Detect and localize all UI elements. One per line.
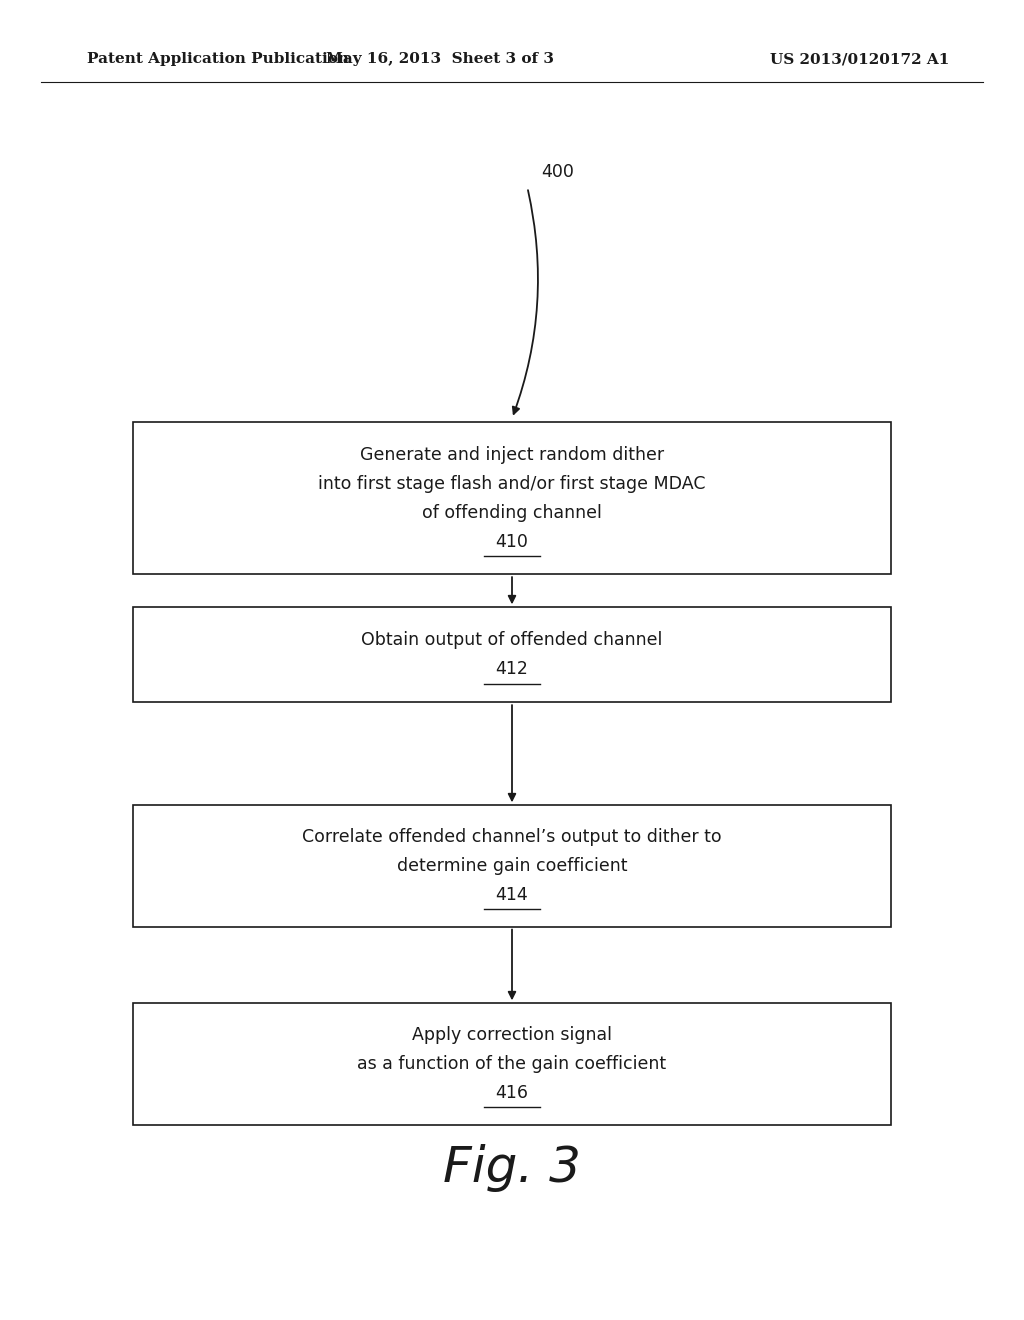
Text: 412: 412: [496, 660, 528, 678]
Text: Generate and inject random dither: Generate and inject random dither: [360, 446, 664, 463]
Text: May 16, 2013  Sheet 3 of 3: May 16, 2013 Sheet 3 of 3: [327, 53, 554, 66]
Text: 410: 410: [496, 533, 528, 550]
Text: Patent Application Publication: Patent Application Publication: [87, 53, 349, 66]
FancyArrowPatch shape: [513, 190, 538, 414]
Text: Obtain output of offended channel: Obtain output of offended channel: [361, 631, 663, 649]
Bar: [133, 805, 891, 927]
Text: 416: 416: [496, 1084, 528, 1102]
Text: US 2013/0120172 A1: US 2013/0120172 A1: [770, 53, 950, 66]
Text: into first stage flash and/or first stage MDAC: into first stage flash and/or first stag…: [318, 475, 706, 492]
Text: Apply correction signal: Apply correction signal: [412, 1026, 612, 1044]
Text: determine gain coefficient: determine gain coefficient: [396, 857, 628, 875]
Text: 414: 414: [496, 886, 528, 904]
Text: 400: 400: [542, 162, 574, 181]
Text: of offending channel: of offending channel: [422, 504, 602, 521]
Bar: [133, 1003, 891, 1125]
Text: Correlate offended channel’s output to dither to: Correlate offended channel’s output to d…: [302, 828, 722, 846]
Bar: [133, 607, 891, 702]
Bar: [133, 422, 891, 574]
Text: as a function of the gain coefficient: as a function of the gain coefficient: [357, 1055, 667, 1073]
Text: Fig. 3: Fig. 3: [443, 1144, 581, 1192]
